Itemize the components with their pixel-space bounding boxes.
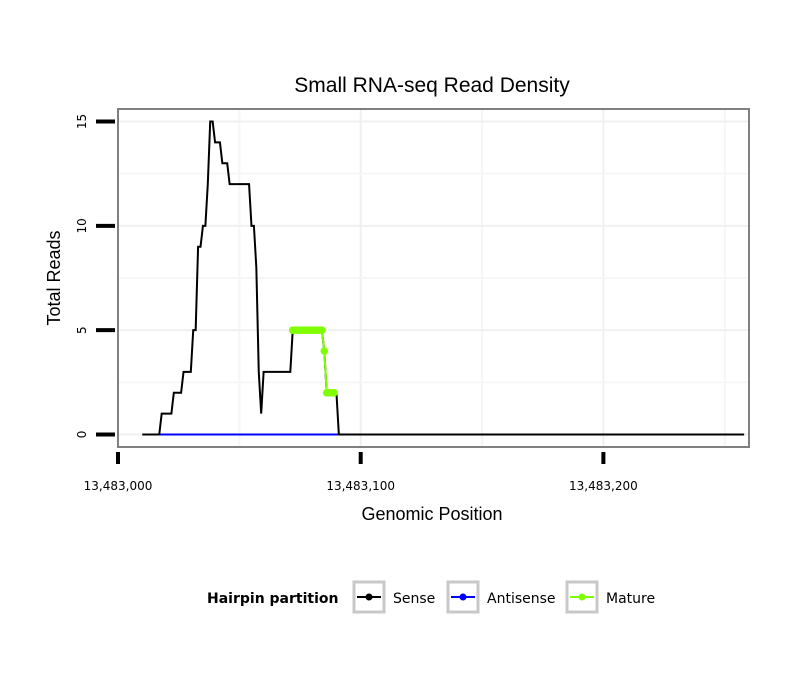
legend-label-sense: Sense xyxy=(393,591,435,607)
y-tick-label-2: 10 xyxy=(75,218,89,233)
y-tick-label-1: 5 xyxy=(75,326,89,334)
legend: Hairpin partition Sense Antisense Mature xyxy=(207,580,655,614)
legend-dot-mature xyxy=(578,593,586,601)
legend-label-mature: Mature xyxy=(606,591,655,607)
legend-dot-sense xyxy=(365,593,373,601)
x-tick-label-0: 13,483,000 xyxy=(84,479,153,493)
legend-item-antisense: Antisense xyxy=(446,580,556,614)
axes: 13,483,000 13,483,100 13,483,200 0 5 10 15 xyxy=(75,114,638,493)
legend-dot-antisense xyxy=(459,593,467,601)
x-tick-label-2: 13,483,200 xyxy=(569,479,638,493)
series-line-sense xyxy=(142,120,745,436)
y-tick-label-0: 0 xyxy=(75,431,89,439)
legend-item-sense: Sense xyxy=(352,580,435,614)
chart-title: Small RNA-seq Read Density xyxy=(294,74,570,97)
y-axis-title: Total Reads xyxy=(44,230,64,325)
legend-label-antisense: Antisense xyxy=(487,591,556,607)
plot-border xyxy=(117,108,750,448)
x-tick-label-1: 13,483,100 xyxy=(326,479,395,493)
x-axis-title: Genomic Position xyxy=(361,504,502,524)
legend-item-mature: Mature xyxy=(565,580,655,614)
series-point-mature-13 xyxy=(320,347,329,355)
series-point-mature-17 xyxy=(330,388,338,397)
series-layer xyxy=(142,120,745,436)
legend-title: Hairpin partition xyxy=(207,591,338,607)
y-tick-label-3: 15 xyxy=(75,114,89,129)
series-point-mature-12 xyxy=(318,326,326,334)
